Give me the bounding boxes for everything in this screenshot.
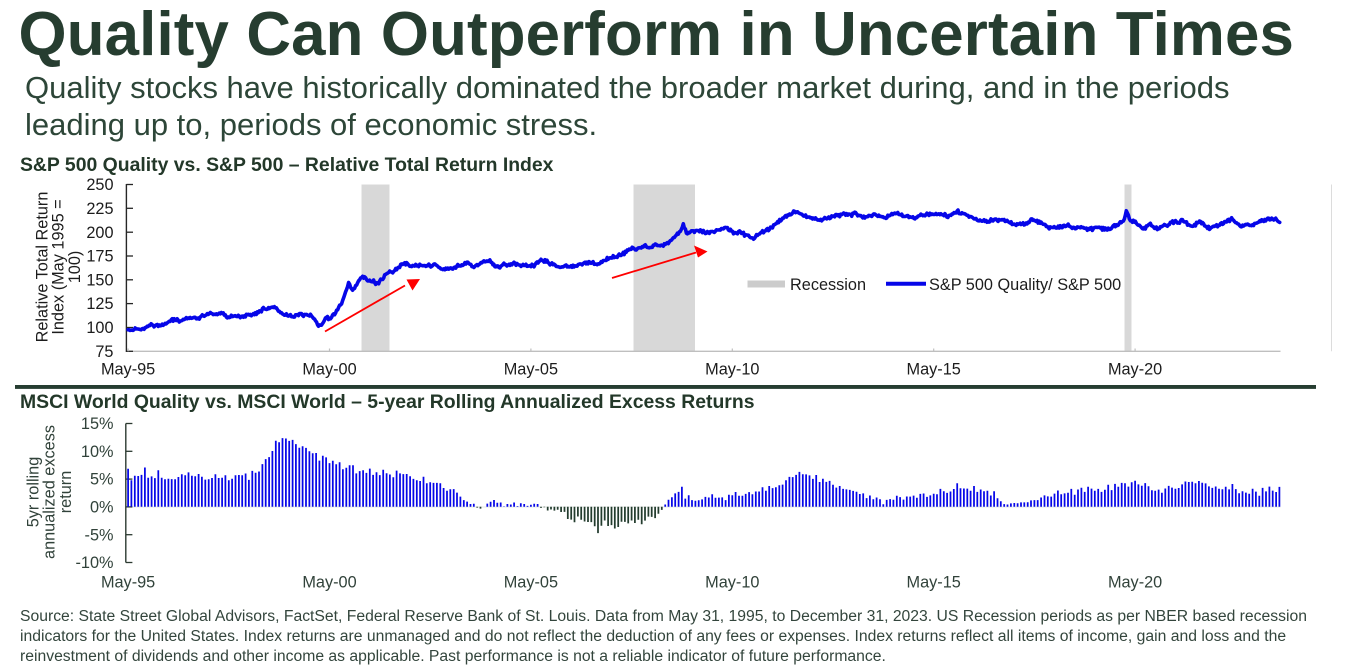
svg-text:100: 100 [86,319,113,337]
svg-text:175: 175 [86,248,113,266]
svg-text:-5%: -5% [85,526,114,544]
svg-text:5%: 5% [90,471,114,489]
svg-text:May-20: May-20 [1108,361,1162,379]
svg-text:May-00: May-00 [302,574,356,592]
svg-text:100): 100) [66,251,84,284]
svg-text:annualized excess: annualized excess [41,425,59,559]
svg-text:75: 75 [95,343,113,361]
svg-text:125: 125 [86,295,113,313]
svg-text:return: return [57,471,75,514]
svg-text:May-05: May-05 [504,361,558,379]
svg-text:May-95: May-95 [101,574,155,592]
svg-text:May-95: May-95 [101,361,155,379]
svg-text:Relative Total Return: Relative Total Return [34,192,52,343]
svg-text:May-15: May-15 [907,361,961,379]
svg-text:200: 200 [86,224,113,242]
svg-text:150: 150 [86,271,113,289]
svg-text:May-20: May-20 [1108,574,1162,592]
svg-text:May-15: May-15 [907,574,961,592]
svg-text:Recession: Recession [790,276,866,294]
svg-text:-10%: -10% [75,554,113,572]
svg-text:15%: 15% [81,415,114,433]
svg-text:0%: 0% [90,499,114,517]
svg-text:250: 250 [86,176,113,194]
svg-text:May-05: May-05 [504,574,558,592]
svg-text:5yr rolling: 5yr rolling [25,457,43,528]
svg-text:May-10: May-10 [705,574,759,592]
svg-text:May-10: May-10 [705,361,759,379]
svg-text:Index (May 1995 =: Index (May 1995 = [50,199,68,334]
svg-text:10%: 10% [81,443,114,461]
svg-text:225: 225 [86,200,113,218]
svg-text:S&P 500 Quality/ S&P 500: S&P 500 Quality/ S&P 500 [929,276,1121,294]
svg-text:May-00: May-00 [302,361,356,379]
